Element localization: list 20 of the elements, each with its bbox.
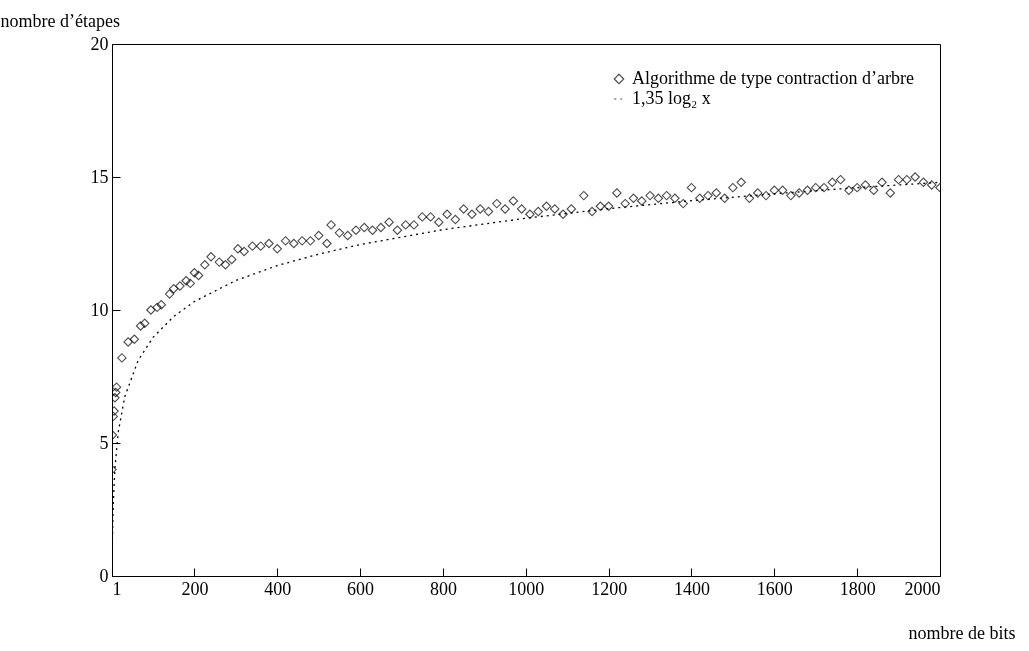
y-axis-title: nombre d’étapes bbox=[0, 10, 120, 31]
x-tick-label: 1000 bbox=[508, 578, 545, 599]
x-tick-label: 1 bbox=[112, 578, 122, 599]
x-tick-label: 1800 bbox=[839, 578, 876, 599]
y-tick-label: 20 bbox=[90, 33, 109, 54]
x-tick-label: 600 bbox=[347, 578, 375, 599]
x-tick-label: 1400 bbox=[673, 578, 710, 599]
x-tick-label: 400 bbox=[264, 578, 292, 599]
x-axis-title: nombre de bits bbox=[908, 622, 1016, 643]
legend-label: Algorithme de type contraction d’arbre bbox=[632, 68, 914, 88]
x-tick-label: 1200 bbox=[591, 578, 628, 599]
x-tick-label: 200 bbox=[181, 578, 209, 599]
x-tick-label: 800 bbox=[429, 578, 457, 599]
x-tick-label: 2000 bbox=[904, 578, 941, 599]
legend-label: 1,35 log₂ x bbox=[632, 88, 711, 108]
x-tick-label: 1600 bbox=[756, 578, 793, 599]
y-tick-label: 0 bbox=[99, 565, 109, 586]
y-tick-label: 15 bbox=[90, 166, 109, 187]
y-tick-label: 10 bbox=[90, 299, 109, 320]
y-tick-label: 5 bbox=[99, 432, 109, 453]
